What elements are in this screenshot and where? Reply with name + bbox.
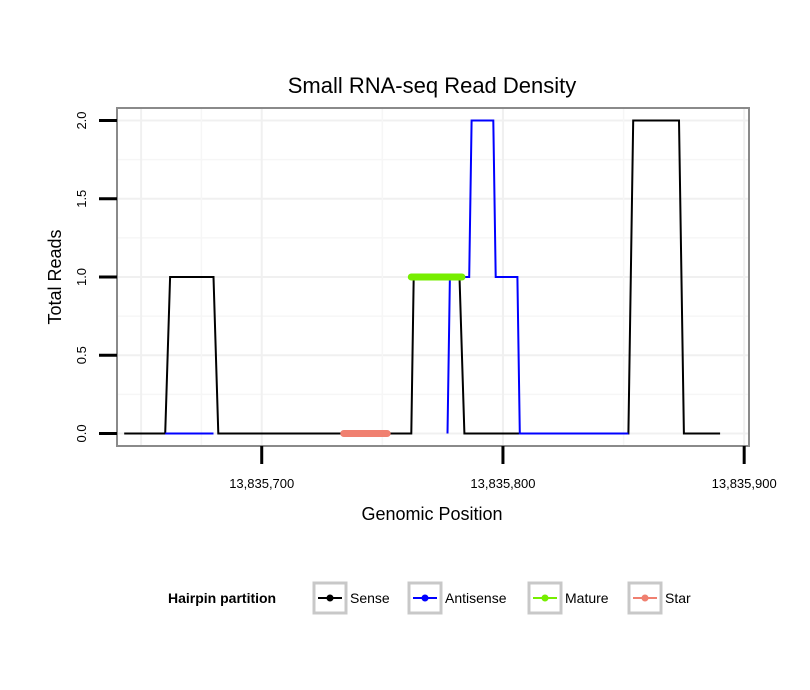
y-tick-label: 1.5 (74, 190, 89, 208)
legend-label-star: Star (665, 590, 691, 606)
chart-title: Small RNA-seq Read Density (288, 73, 577, 98)
y-axis: 0.0 0.5 1.0 1.5 2.0 (74, 111, 117, 443)
legend-key-dot (641, 594, 649, 602)
x-tick-label: 13,835,800 (470, 476, 535, 491)
x-tick-label: 13,835,700 (229, 476, 294, 491)
x-tick-label: 13,835,900 (712, 476, 777, 491)
y-tick-label: 0.5 (74, 346, 89, 364)
y-tick-label: 0.0 (74, 424, 89, 442)
legend-key-dot (421, 594, 429, 602)
y-axis-title: Total Reads (45, 229, 65, 324)
legend-key-dot (326, 594, 334, 602)
y-tick-label: 1.0 (74, 268, 89, 286)
legend-key-dot (541, 594, 549, 602)
legend: Hairpin partition Sense Antisense Mature St… (168, 581, 691, 615)
legend-label-sense: Sense (350, 590, 390, 606)
legend-title: Hairpin partition (168, 590, 276, 606)
y-tick-label: 2.0 (74, 111, 89, 129)
series-layer (124, 121, 721, 434)
x-axis-title: Genomic Position (361, 504, 502, 524)
legend-label-antisense: Antisense (445, 590, 507, 606)
x-axis: 13,835,700 13,835,800 13,835,900 (229, 446, 777, 491)
legend-label-mature: Mature (565, 590, 609, 606)
